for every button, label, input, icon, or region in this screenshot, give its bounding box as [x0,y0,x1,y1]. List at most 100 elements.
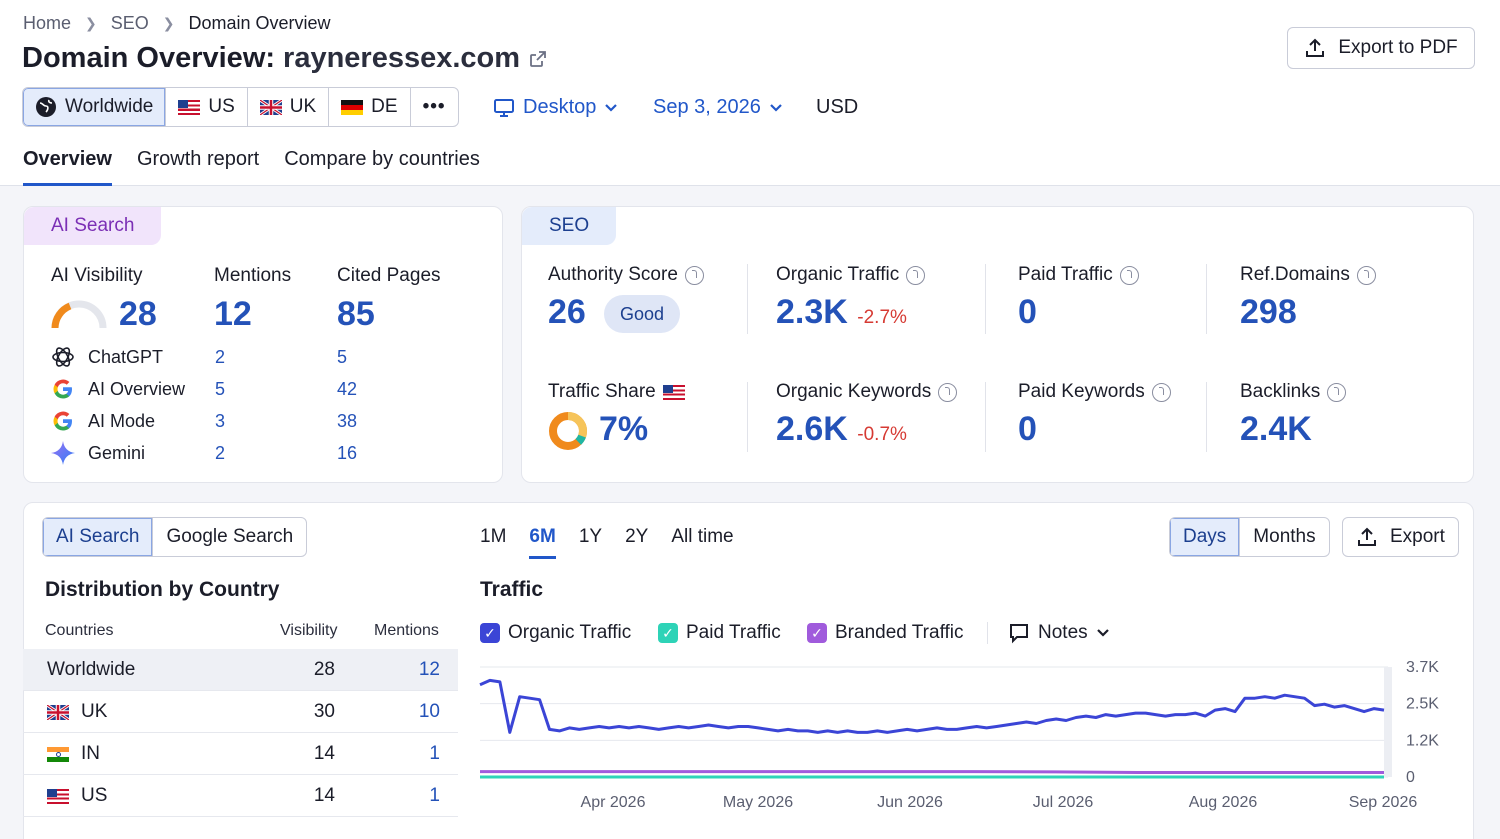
region-de[interactable]: DE [328,88,409,126]
visibility-cell: 30 [313,701,335,722]
authority-score-text: Authority Score [548,264,678,285]
distribution-title: Distribution by Country [45,578,280,601]
external-link-icon[interactable] [528,49,548,69]
mentions-cell[interactable]: 1 [429,743,440,764]
granularity-months[interactable]: Months [1239,518,1328,556]
range-all-time[interactable]: All time [671,526,734,547]
paid-traffic-value[interactable]: 0 [1018,293,1037,331]
chevron-right-icon: ❯ [162,15,175,31]
export-button[interactable]: Export [1342,517,1459,557]
legend-paid[interactable]: ✓ Paid Traffic [658,622,781,644]
region-worldwide[interactable]: Worldwide [23,88,166,126]
date-dropdown[interactable]: Sep 3, 2026 [653,96,783,119]
organic-traffic-number[interactable]: 2.3K [776,293,848,331]
notes-dropdown[interactable]: Notes [1008,622,1110,644]
divider [985,382,986,452]
de-flag-icon [341,99,364,115]
device-label: Desktop [523,96,597,118]
organic-keywords-number[interactable]: 2.6K [776,410,848,448]
region-us[interactable]: US [165,88,246,126]
range-2y[interactable]: 2Y [625,526,649,547]
ai-row-mentions[interactable]: 2 [215,442,226,463]
paid-keywords-value[interactable]: 0 [1018,410,1037,448]
tab-compare-countries[interactable]: Compare by countries [284,148,480,170]
ai-row-cited[interactable]: 42 [337,378,358,399]
google-icon [53,411,72,431]
info-icon[interactable] [1151,382,1171,402]
ai-row-cited[interactable]: 16 [337,442,358,463]
mentions-cell[interactable]: 1 [429,785,440,806]
range-6m[interactable]: 6M [529,526,556,559]
page-title: Domain Overview: rayneressex.com [22,42,548,75]
backlinks-value[interactable]: 2.4K [1240,410,1312,448]
us-flag-icon [47,788,69,804]
region-label: US [208,96,235,117]
organic-traffic-change: -2.7% [857,307,907,328]
tab-growth-report[interactable]: Growth report [136,148,260,170]
ai-row-cited[interactable]: 5 [337,346,348,367]
mentions-cell[interactable]: 12 [418,659,440,680]
ai-visibility-label: AI Visibility [51,265,143,286]
table-row[interactable]: US 14 1 [23,775,458,817]
info-icon[interactable] [906,265,926,285]
visibility-cell: 14 [313,785,335,806]
traffic-share-text: Traffic Share [548,381,656,402]
ai-row-mentions[interactable]: 3 [215,410,226,431]
date-label: Sep 3, 2026 [653,96,761,118]
chart-edge-band [1384,667,1392,777]
traffic-title: Traffic [480,578,544,601]
cited-pages-value[interactable]: 85 [337,295,375,333]
info-icon[interactable] [938,382,958,402]
info-icon[interactable] [684,265,704,285]
uk-flag-icon [47,704,69,720]
info-icon[interactable] [1119,265,1139,285]
more-icon: ••• [422,96,446,117]
source-ai-search[interactable]: AI Search [43,518,153,556]
source-google-search[interactable]: Google Search [152,518,306,556]
col-visibility[interactable]: Visibility [280,622,338,639]
export-label: Export [1390,526,1445,547]
legend-organic[interactable]: ✓ Organic Traffic [480,622,631,644]
ai-row-chatgpt: ChatGPT 2 5 [50,344,347,370]
traffic-share-label: Traffic Share [548,381,685,403]
divider [747,264,748,334]
tab-overview[interactable]: Overview [23,148,112,186]
table-row[interactable]: IN 14 1 [23,733,458,775]
region-uk[interactable]: UK [246,88,328,126]
authority-score-value[interactable]: 26 [548,293,586,331]
ref-domains-value[interactable]: 298 [1240,293,1297,331]
device-dropdown[interactable]: Desktop [493,96,618,119]
organic-traffic-label: Organic Traffic [776,264,926,286]
info-icon[interactable] [1327,382,1347,402]
export-pdf-button[interactable]: Export to PDF [1287,27,1475,69]
traffic-share-value[interactable]: 7% [599,410,649,448]
more-regions-button[interactable]: ••• [409,88,458,126]
traffic-chart[interactable]: 3.7K 2.5K 1.2K 0 Apr 2026 May 2026 Jun 2026 Jul… [478,655,1478,815]
ai-row-mentions[interactable]: 5 [215,378,226,399]
range-1m[interactable]: 1M [480,526,507,547]
table-row[interactable]: UK 30 10 [23,691,458,733]
ai-visibility-value[interactable]: 28 [119,295,157,333]
table-row[interactable]: Worldwide 28 12 [23,649,458,691]
mentions-value[interactable]: 12 [214,295,252,333]
breadcrumb-seo[interactable]: SEO [110,13,149,33]
mentions-cell[interactable]: 10 [418,701,440,722]
ai-row-cited[interactable]: 38 [337,410,358,431]
legend-branded[interactable]: ✓ Branded Traffic [807,622,964,644]
page-header: Home ❯ SEO ❯ Domain Overview Domain Over… [0,0,1500,186]
ai-row-gemini: Gemini 2 16 [50,440,357,466]
range-1y[interactable]: 1Y [578,526,603,547]
seo-card: SEO [521,206,1474,483]
divider [747,382,748,452]
organic-keywords-text: Organic Keywords [776,381,932,402]
info-icon[interactable] [1356,265,1376,285]
granularity-days[interactable]: Days [1170,518,1240,556]
breadcrumb-home[interactable]: Home [23,13,72,33]
ai-row-mentions[interactable]: 2 [215,346,226,367]
title-domain: rayneressex.com [283,42,521,74]
col-mentions[interactable]: Mentions [374,622,439,639]
ai-row-name: ChatGPT [88,346,164,367]
y-tick-label: 0 [1406,769,1415,786]
checkbox-checked-icon: ✓ [480,623,500,643]
note-icon [1010,624,1028,644]
